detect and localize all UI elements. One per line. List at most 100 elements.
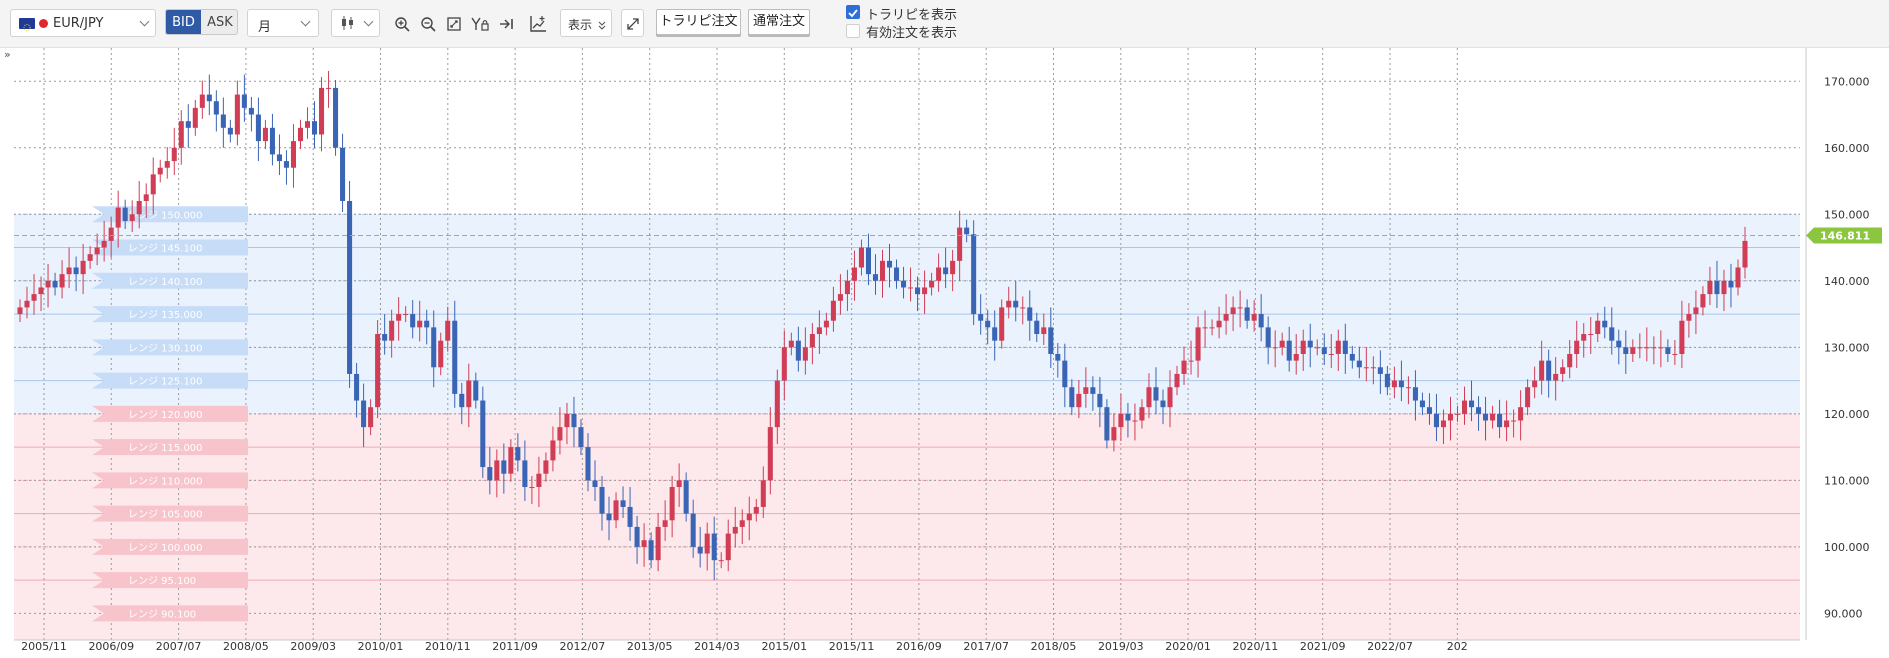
range-label: レンジ 90.100	[128, 609, 196, 620]
fit-icon[interactable]	[441, 11, 467, 37]
candle-body	[711, 533, 717, 561]
period-selector[interactable]: 月	[247, 9, 319, 37]
candle-body	[1041, 327, 1047, 335]
candle-body	[466, 380, 472, 408]
candle-body	[1672, 353, 1678, 355]
candle-body	[87, 254, 93, 261]
candle-body	[368, 407, 374, 428]
y-tick-label: 100.000	[1824, 541, 1870, 554]
range-label: レンジ 145.100	[128, 244, 203, 255]
candle-body	[1412, 387, 1418, 401]
fullscreen-button[interactable]	[621, 9, 644, 37]
candle-body	[354, 373, 360, 401]
candle-body	[1153, 387, 1159, 401]
range-label: レンジ 150.000	[128, 210, 203, 221]
candle-body	[1300, 340, 1306, 354]
range-arrow	[92, 472, 248, 489]
x-tick-label: 2010/01	[358, 640, 404, 653]
candle-body	[1504, 420, 1510, 428]
candle-body	[1476, 407, 1482, 414]
candle-body	[45, 280, 51, 288]
normal-order-button[interactable]: 通常注文	[748, 9, 810, 35]
period-label: 月	[258, 20, 272, 35]
candle-body	[557, 427, 563, 441]
price-lock-icon[interactable]	[467, 11, 493, 37]
zoom-in-icon[interactable]	[389, 11, 415, 37]
candle-body	[767, 427, 773, 481]
chevron-down-icon	[139, 16, 150, 27]
candle-body	[1223, 314, 1229, 321]
candles	[17, 70, 1748, 581]
candle-body	[1195, 327, 1201, 361]
y-tick-label: 140.000	[1824, 275, 1870, 288]
candle-body	[206, 94, 212, 102]
y-tick-label: 170.000	[1824, 75, 1870, 88]
ask-button[interactable]: ASK	[207, 15, 233, 30]
range-arrow	[92, 439, 248, 456]
trap-order-button[interactable]: トラリピ注文	[656, 9, 741, 35]
bid-button[interactable]: BID	[166, 10, 201, 34]
indicator-icon[interactable]	[525, 11, 551, 37]
price-chart[interactable]: レンジ 150.000 レンジ 145.100 レンジ 140.100 レンジ 135…	[0, 48, 1889, 658]
x-tick-label: 2013/05	[627, 640, 673, 653]
expand-panel-icon[interactable]: »	[4, 48, 11, 61]
x-tick-label: 2020/11	[1233, 640, 1279, 653]
candle-body	[1714, 280, 1720, 295]
candle-body	[1167, 387, 1173, 408]
candle-body	[936, 267, 942, 281]
candle-body	[522, 460, 528, 488]
candle-body	[1700, 294, 1706, 308]
candle-body	[1335, 340, 1341, 354]
candle-body	[1497, 413, 1503, 428]
candle-body	[1349, 353, 1355, 361]
candle-body	[1363, 367, 1369, 369]
candle-body	[971, 234, 977, 315]
candle-body	[1679, 320, 1685, 354]
candle-body	[101, 240, 107, 248]
show-active-orders-checkbox[interactable]	[846, 24, 860, 38]
candle-body	[1356, 360, 1362, 368]
display-dropdown[interactable]: 表示	[560, 9, 612, 37]
candle-body	[1279, 340, 1285, 348]
candle-body	[213, 101, 219, 115]
chevron-down-icon	[300, 16, 311, 27]
range-label: レンジ 105.000	[128, 510, 203, 521]
candle-body	[1216, 320, 1222, 328]
candle-body	[1419, 400, 1425, 408]
candle-body	[858, 247, 864, 268]
candle-body	[396, 314, 402, 321]
candle-body	[17, 307, 23, 315]
symbol-selector[interactable]: EUR/JPY	[10, 9, 156, 37]
candle-body	[1588, 334, 1594, 336]
candle-body	[1244, 307, 1250, 321]
candle-body	[515, 447, 521, 461]
candle-body	[1454, 413, 1461, 415]
candle-body	[1090, 387, 1096, 394]
candle-body	[851, 267, 857, 281]
candle-body	[908, 287, 914, 289]
jump-to-latest-icon[interactable]	[493, 11, 519, 37]
x-tick-label: 2020/01	[1165, 640, 1211, 653]
candle-body	[1097, 393, 1103, 408]
range-arrow	[92, 605, 248, 622]
candle-body	[964, 227, 970, 235]
chart-type-selector[interactable]	[331, 9, 380, 37]
show-trap-checkbox[interactable]	[846, 5, 860, 19]
candle-body	[655, 526, 661, 561]
candle-body	[760, 480, 766, 507]
candle-body	[999, 307, 1005, 341]
candle-body	[599, 487, 605, 514]
candle-body	[38, 287, 44, 295]
candle-body	[297, 127, 304, 142]
show-trap-label: トラリピを表示	[866, 8, 958, 23]
candle-body	[1609, 327, 1615, 341]
zoom-out-icon[interactable]	[415, 11, 441, 37]
candle-body	[276, 154, 282, 162]
y-tick-label: 120.000	[1824, 408, 1870, 421]
candle-body	[1518, 407, 1524, 421]
candle-body	[1525, 387, 1531, 408]
show-active-orders-label: 有効注文を表示	[866, 26, 958, 41]
symbol-label: EUR/JPY	[53, 16, 104, 31]
candle-body	[543, 460, 549, 474]
candle-body	[753, 506, 759, 514]
